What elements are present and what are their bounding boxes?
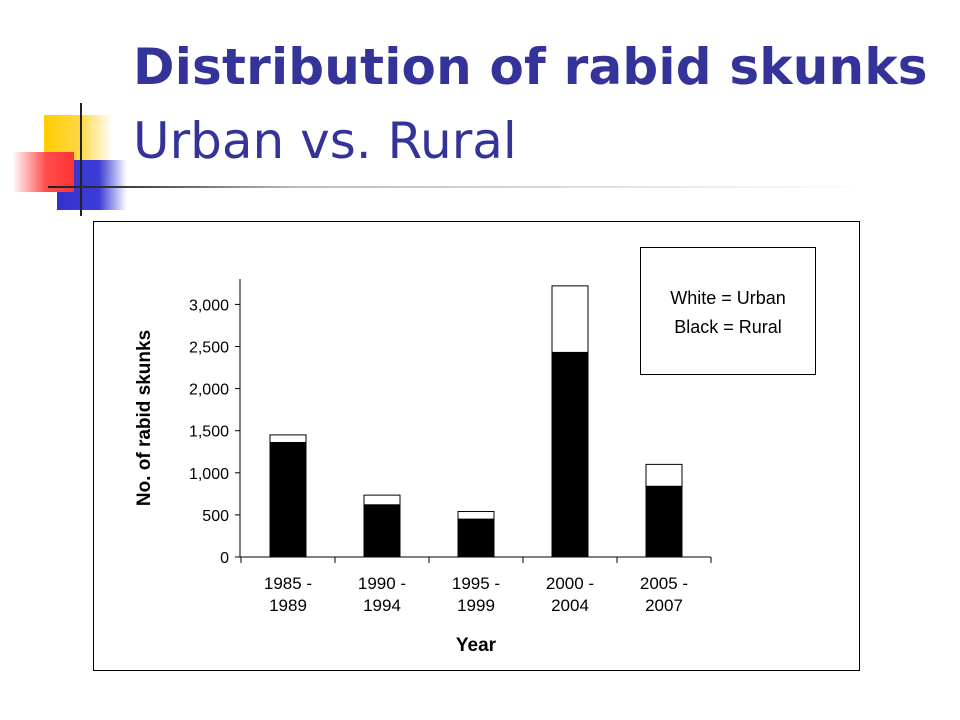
y-tick-label: 0 [220,550,229,567]
slide-subtitle: Urban vs. Rural [133,112,517,170]
x-tick-label: 1995 - [452,574,500,593]
bar-rural [269,441,307,558]
bar-urban [457,511,495,520]
bar-rural [457,518,495,558]
x-tick-label: 2005 - [640,574,688,593]
y-tick-label: 1,000 [189,466,229,483]
y-axis-title: No. of rabid skunks [134,330,155,506]
bar-urban [551,285,589,353]
chart-labels: 0 500 1,000 1,500 2,000 2,500 3,000 1985 - 1989 1… [134,297,688,656]
slide-decoration-horizontal-line [48,186,868,188]
x-tick-label: 1999 [457,596,495,615]
y-tick-label: 1,500 [189,424,229,441]
x-axis-title: Year [456,635,497,656]
x-tick-label: 1990 - [358,574,406,593]
legend: White = Urban Black = Rural [640,247,816,375]
y-tick-label: 3,000 [189,297,229,314]
y-tick-label: 2,000 [189,382,229,399]
y-tick-label: 2,500 [189,340,229,357]
legend-urban: White = Urban [670,288,786,308]
x-tick-label: 1985 - [264,574,312,593]
slide-title: Distribution of rabid skunks [133,38,928,96]
x-tick-label: 2000 - [546,574,594,593]
y-tick-label: 500 [202,508,229,525]
chart-bars [269,285,683,558]
bar-urban [645,463,683,487]
slide-decoration-vertical-line [80,103,82,216]
x-tick-label: 2004 [551,596,589,615]
bar-urban [269,434,307,443]
legend-rural: Black = Rural [674,317,782,337]
x-tick-label: 1989 [269,596,307,615]
bar-rural [551,351,589,558]
x-tick-label: 2007 [645,596,683,615]
x-tick-label: 1994 [363,596,401,615]
bar-rural [363,504,401,558]
bar-rural [645,485,683,558]
slide-decoration-red [12,152,74,192]
bar-urban [363,494,401,506]
